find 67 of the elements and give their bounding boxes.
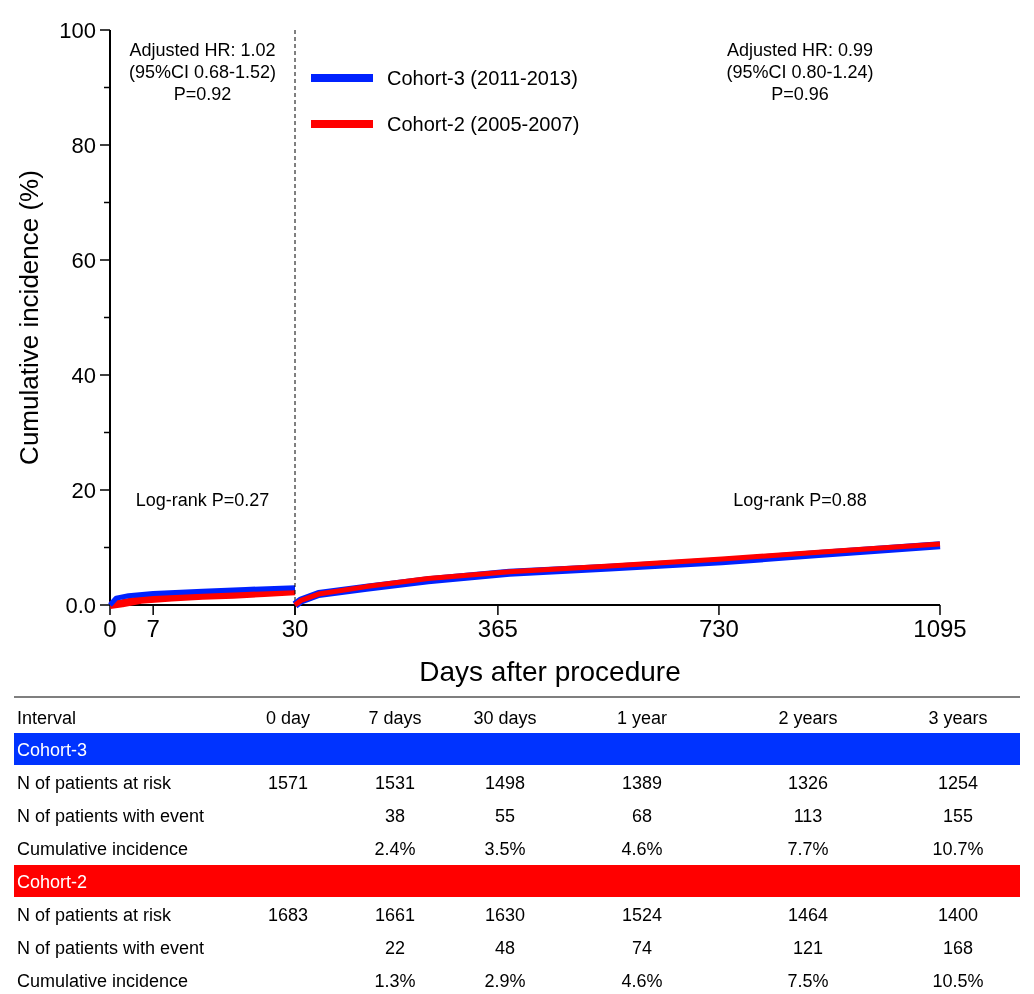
text: 7.5% (787, 971, 829, 991)
category-label: 3 years (928, 708, 988, 728)
text: 1326 (787, 773, 829, 793)
x-axis-title: Days after procedure (419, 656, 681, 687)
text: 74 (631, 938, 653, 958)
text: 121 (792, 938, 824, 958)
y-tick-label: 20 (71, 477, 96, 503)
text: 155 (942, 806, 974, 826)
category-label: Cohort-3 (17, 740, 88, 760)
annotation: Adjusted HR: 1.02 (95%CI 0.68-1.52) P=0.92 (128, 40, 277, 104)
annotation: Log-rank P=0.88 (733, 490, 867, 510)
category-label: N of patients with event (17, 938, 205, 958)
text: 1683 (267, 905, 309, 925)
text: 1400 (937, 905, 979, 925)
annotation: Adjusted HR: 0.99 (95%CI 0.80-1.24) P=0.96 (726, 40, 874, 104)
y-tick-label: 100 (59, 17, 96, 43)
x-tick-label: 365 (477, 615, 518, 642)
category-label: 30 days (473, 708, 537, 728)
text: 1630 (484, 905, 526, 925)
category-label: N of patients at risk (17, 773, 172, 793)
text: 1.3% (374, 971, 416, 991)
text: 7.7% (787, 839, 829, 859)
text: 4.6% (621, 839, 663, 859)
category-label: Cumulative incidence (17, 971, 189, 991)
legend-label: Cohort-3 (2011-2013) (387, 67, 578, 89)
category-label: N of patients with event (17, 806, 205, 826)
text: 48 (494, 938, 516, 958)
category-label: 7 days (368, 708, 422, 728)
text: 2.9% (484, 971, 526, 991)
text: Interval (17, 708, 77, 728)
text: 1531 (374, 773, 416, 793)
text: 1571 (267, 773, 309, 793)
text: 10.5% (932, 971, 984, 991)
text: 55 (494, 806, 516, 826)
text: 10.7% (932, 839, 984, 859)
text: 1524 (621, 905, 663, 925)
text: 38 (384, 806, 406, 826)
text: 1389 (621, 773, 663, 793)
text: 168 (942, 938, 974, 958)
annotation: Log-rank P=0.27 (135, 490, 270, 510)
text: 1464 (787, 905, 829, 925)
text: 68 (631, 806, 653, 826)
category-label: N of patients at risk (17, 905, 172, 925)
text: 4.6% (621, 971, 663, 991)
category-label: Cumulative incidence (17, 839, 189, 859)
x-tick-label: 30 (281, 615, 309, 642)
y-tick-label: 0.0 (65, 592, 96, 618)
y-axis-title: Cumulative incidence (%) (14, 170, 44, 465)
category-label: 1 year (616, 708, 668, 728)
x-tick-label: 1095 (913, 615, 967, 642)
text: 2.4% (374, 839, 416, 859)
category-label: 0 day (265, 708, 311, 728)
text: 3.5% (484, 839, 526, 859)
y-tick-label: 60 (71, 247, 96, 273)
text: 113 (793, 806, 823, 826)
legend-label: Cohort-2 (2005-2007) (387, 113, 580, 135)
text: 1661 (374, 905, 416, 925)
text: 1498 (484, 773, 526, 793)
text: 1254 (937, 773, 979, 793)
x-tick-label: 730 (698, 615, 739, 642)
category-label: 2 years (778, 708, 838, 728)
y-tick-label: 40 (71, 362, 96, 388)
x-tick-label: 0 (103, 615, 117, 642)
x-tick-label: 7 (146, 615, 160, 642)
y-tick-label: 80 (71, 132, 96, 158)
text: 22 (384, 938, 406, 958)
category-label: Cohort-2 (17, 872, 88, 892)
